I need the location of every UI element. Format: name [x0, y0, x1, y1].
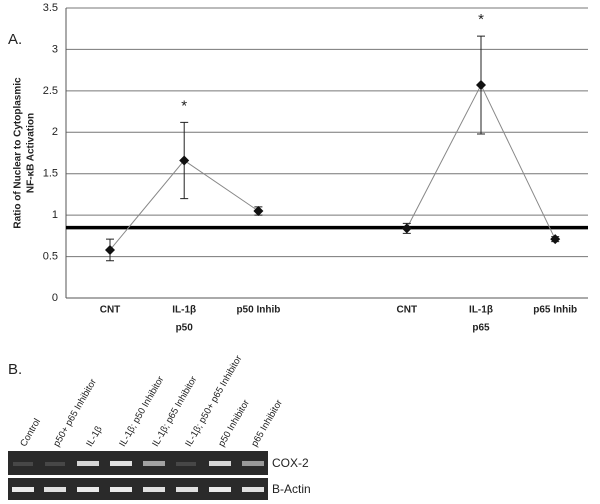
y-tick-label: 1.5 [43, 168, 58, 180]
lane-label: IL-1β; p50+ p65 Inhibitor [183, 354, 244, 449]
panel-label: A. [8, 31, 22, 48]
group-label: p65 [472, 323, 490, 334]
lane-label: p50 Inhibitor [216, 398, 252, 449]
lane-label: Control [18, 417, 43, 449]
y-tick-label: 3.5 [43, 2, 58, 14]
band [45, 462, 65, 466]
panel-label: B. [8, 361, 22, 378]
significance-marker: * [478, 11, 484, 28]
band [209, 461, 231, 466]
x-tick-label: IL-1β [469, 305, 493, 316]
y-axis-title-line: NF-κB Activation [26, 113, 37, 193]
band [143, 487, 165, 492]
x-tick-label: p65 Inhib [533, 305, 577, 316]
lane-label: p65 Inhibitor [249, 398, 285, 449]
y-tick-label: 0 [52, 292, 58, 304]
y-tick-label: 2.5 [43, 85, 58, 97]
y-tick-label: 2 [52, 126, 58, 138]
y-tick-label: 3 [52, 43, 58, 55]
gel-strip [8, 478, 268, 500]
band [110, 461, 132, 466]
band [176, 487, 198, 492]
row-label: COX-2 [272, 456, 309, 470]
marker [253, 206, 264, 216]
band [176, 462, 196, 466]
y-axis-title-line: Ratio of Nuclear to Cytoplasmic [13, 77, 24, 229]
y-tick-label: 1 [52, 209, 58, 221]
band [143, 461, 165, 466]
y-tick-label: 0.5 [43, 250, 58, 262]
x-tick-label: CNT [397, 305, 418, 316]
marker [476, 80, 486, 91]
band [242, 461, 264, 466]
band [77, 461, 99, 466]
group-label: p50 [176, 323, 194, 334]
y-axis-title: Ratio of Nuclear to Cytoplasmic NF-κB Ac… [13, 77, 37, 229]
marker [105, 244, 115, 255]
band [13, 462, 33, 466]
x-tick-label: p50 Inhib [236, 305, 280, 316]
x-tick-label: CNT [100, 305, 121, 316]
marker [401, 223, 412, 234]
band [242, 487, 264, 492]
significance-marker: * [181, 97, 187, 114]
marker [550, 234, 561, 245]
row-label: B-Actin [272, 482, 311, 496]
band [209, 487, 231, 492]
band [12, 487, 34, 492]
band [110, 487, 132, 492]
series-line [109, 83, 556, 251]
x-tick-label: IL-1β [172, 305, 196, 316]
lane-label: IL-1β [84, 424, 105, 449]
band [77, 487, 99, 492]
marker [179, 155, 190, 166]
band [44, 487, 66, 492]
